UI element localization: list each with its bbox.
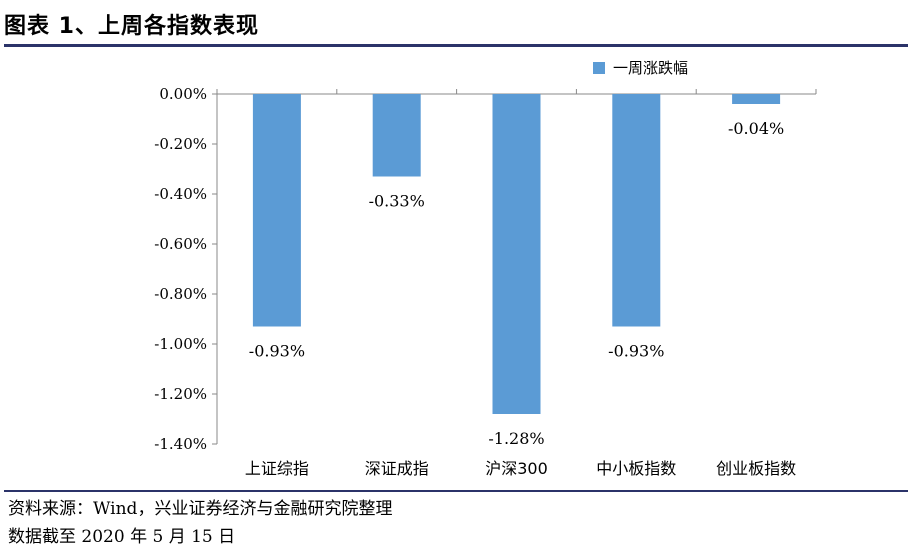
data-label: -0.93%	[249, 342, 305, 361]
bar-chart: 0.00% -0.20% -0.40% -0.60% -0.80% -1.00% -1.20…	[154, 59, 817, 478]
bar	[492, 94, 541, 414]
data-label: -0.04%	[728, 119, 784, 138]
data-label: -1.28%	[488, 429, 544, 448]
bar	[252, 94, 301, 327]
data-label: -0.93%	[608, 342, 664, 361]
y-axis: 0.00% -0.20% -0.40% -0.60% -0.80% -1.00% -1.20…	[154, 85, 817, 453]
as-of-date: 数据截至 2020 年 5 月 15 日	[8, 527, 236, 547]
title-divider	[4, 44, 908, 47]
y-tick-label: 0.00%	[159, 85, 207, 103]
chart-title: 图表 1、上周各指数表现	[4, 14, 259, 39]
category-label: 上证综指	[245, 459, 309, 478]
y-tick-label: -0.40%	[154, 185, 207, 203]
category-label: 中小板指数	[596, 459, 676, 478]
y-tick-label: -0.20%	[154, 135, 207, 153]
category-label: 沪深300	[485, 459, 548, 478]
y-tick-label: -0.80%	[154, 285, 207, 303]
bars	[252, 94, 781, 414]
legend-swatch	[593, 62, 605, 74]
footer-divider	[4, 490, 908, 492]
x-axis-labels: 上证综指 深证成指 沪深300 中小板指数 创业板指数	[245, 459, 796, 478]
y-tick-label: -0.60%	[154, 235, 207, 253]
y-tick-label: -1.20%	[154, 385, 207, 403]
category-label: 深证成指	[365, 459, 429, 478]
legend: 一周涨跌幅	[593, 59, 688, 77]
source-note: 资料来源：Wind，兴业证券经济与金融研究院整理	[8, 499, 393, 519]
data-labels: -0.93% -0.33% -1.28% -0.93% -0.04%	[249, 119, 784, 448]
y-tick-label: -1.40%	[154, 435, 207, 453]
category-label: 创业板指数	[716, 459, 796, 478]
legend-label: 一周涨跌幅	[613, 59, 688, 77]
data-label: -0.33%	[369, 192, 425, 211]
bar	[732, 94, 781, 104]
bar	[372, 94, 421, 177]
bar	[612, 94, 661, 327]
y-tick-label: -1.00%	[154, 335, 207, 353]
